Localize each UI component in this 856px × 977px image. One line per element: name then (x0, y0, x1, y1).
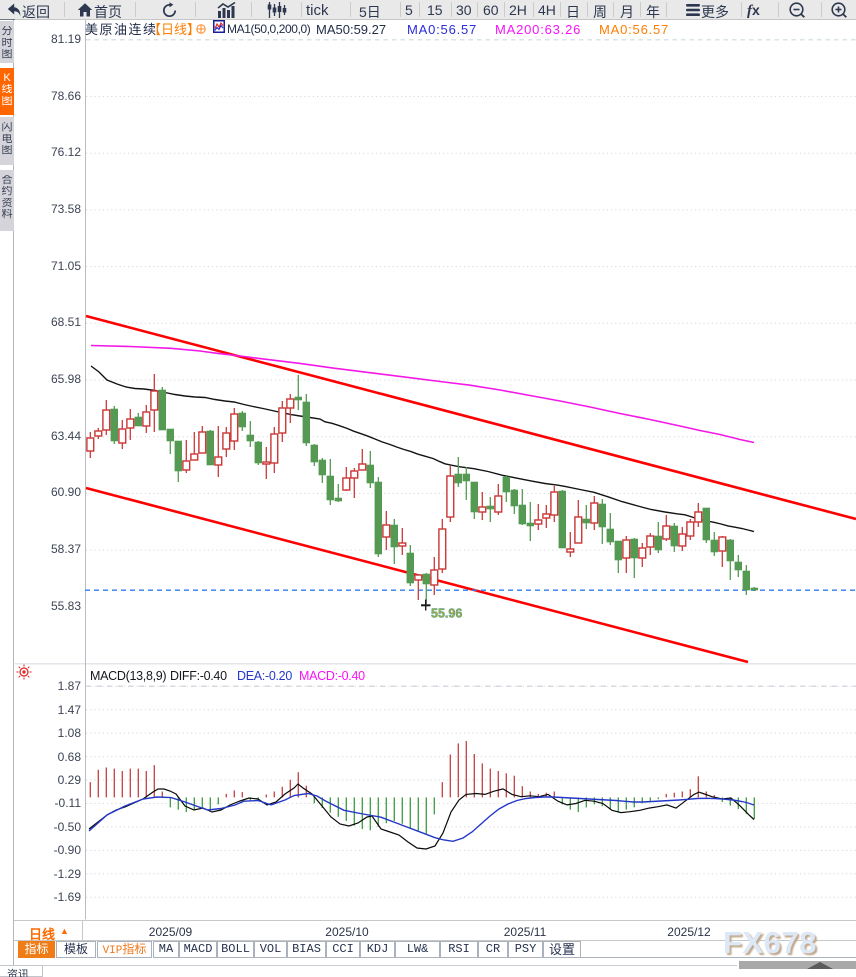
svg-text:55.96: 55.96 (431, 607, 462, 621)
